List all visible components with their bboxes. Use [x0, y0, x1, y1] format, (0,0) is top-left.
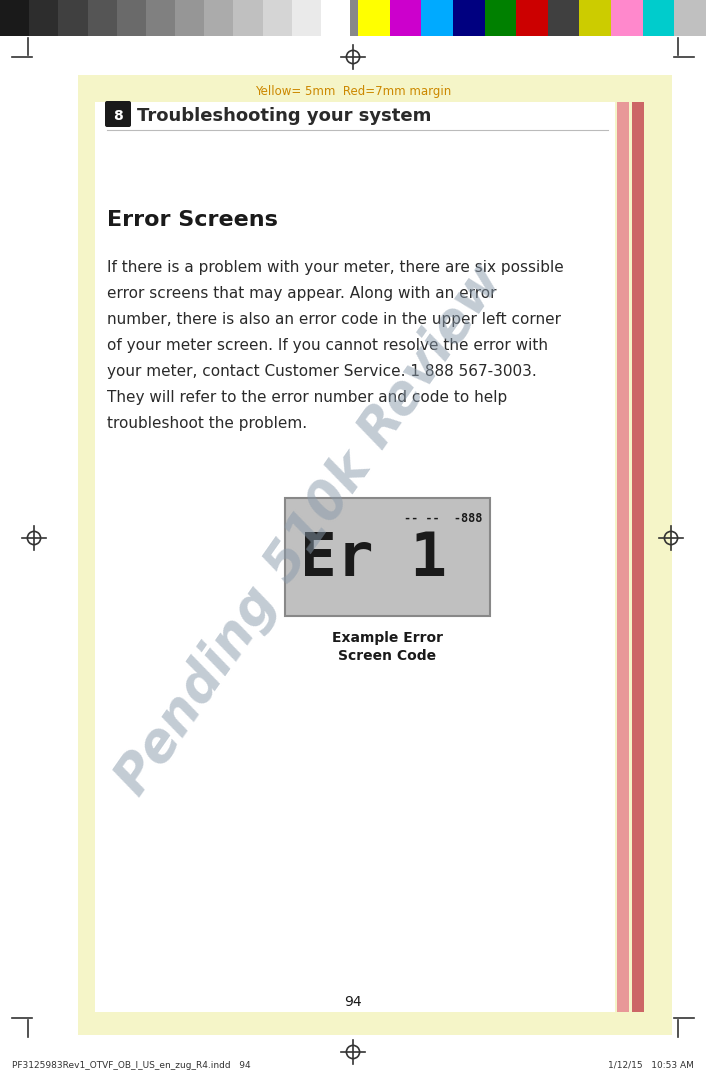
Bar	[390, 0, 421, 35]
Bar	[632, 102, 644, 1012]
Text: error screens that may appear. Along with an error: error screens that may appear. Along wit…	[107, 286, 496, 301]
Bar	[285, 498, 490, 616]
Text: Yellow= 5mm  Red=7mm margin: Yellow= 5mm Red=7mm margin	[255, 86, 451, 99]
Text: your meter, contact Customer Service. 1 888 567-3003.: your meter, contact Customer Service. 1 …	[107, 364, 537, 379]
Bar	[358, 0, 390, 35]
Bar	[453, 0, 484, 35]
Bar	[263, 0, 292, 35]
Bar	[95, 102, 615, 1012]
Text: 8: 8	[113, 109, 123, 123]
Bar	[175, 0, 204, 35]
Text: Screen Code: Screen Code	[338, 649, 436, 663]
Bar	[292, 0, 321, 35]
Text: If there is a problem with your meter, there are six possible: If there is a problem with your meter, t…	[107, 260, 564, 275]
Text: Troubleshooting your system: Troubleshooting your system	[137, 108, 431, 125]
Bar	[421, 0, 453, 35]
Bar	[234, 0, 263, 35]
Text: Pending 510k Review: Pending 510k Review	[107, 255, 513, 805]
Text: They will refer to the error number and code to help: They will refer to the error number and …	[107, 390, 507, 405]
Bar	[321, 0, 350, 35]
Bar	[59, 0, 88, 35]
Bar	[350, 0, 358, 35]
Bar	[88, 0, 116, 35]
Bar	[204, 0, 234, 35]
Bar	[0, 0, 29, 35]
Bar	[548, 0, 580, 35]
Bar	[78, 75, 672, 1035]
Bar	[617, 102, 629, 1012]
Bar	[116, 0, 146, 35]
Text: of your meter screen. If you cannot resolve the error with: of your meter screen. If you cannot reso…	[107, 338, 548, 353]
Bar	[484, 0, 516, 35]
Text: Error Screens: Error Screens	[107, 210, 278, 230]
Text: PF3125983Rev1_OTVF_OB_I_US_en_zug_R4.indd   94: PF3125983Rev1_OTVF_OB_I_US_en_zug_R4.ind…	[12, 1061, 251, 1070]
Bar	[674, 0, 706, 35]
Text: Er 1: Er 1	[300, 530, 447, 589]
Bar	[580, 0, 611, 35]
Text: Example Error: Example Error	[332, 631, 443, 645]
FancyBboxPatch shape	[105, 101, 131, 127]
Text: -- --  -888: -- -- -888	[404, 512, 482, 525]
Bar	[611, 0, 642, 35]
Text: 1/12/15   10:53 AM: 1/12/15 10:53 AM	[608, 1061, 694, 1070]
Bar	[29, 0, 59, 35]
Bar	[146, 0, 175, 35]
Text: 94: 94	[345, 995, 361, 1009]
Text: number, there is also an error code in the upper left corner: number, there is also an error code in t…	[107, 312, 561, 327]
Bar	[642, 0, 674, 35]
Bar	[516, 0, 548, 35]
Text: troubleshoot the problem.: troubleshoot the problem.	[107, 416, 307, 431]
